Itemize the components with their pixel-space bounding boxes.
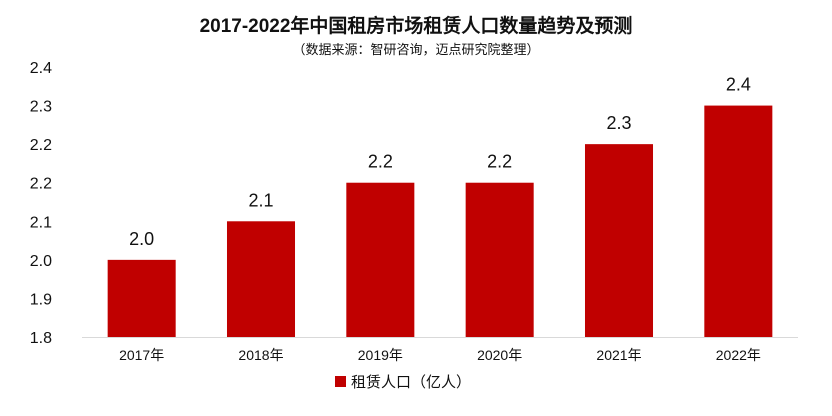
data-label: 2.2 [487, 152, 512, 172]
x-tick-label: 2018年 [238, 347, 283, 363]
y-tick-label: 1.9 [30, 291, 52, 308]
bars-group: 2.0 2.1 2.2 2.2 2.3 2.4 [107, 75, 773, 337]
bar [704, 105, 773, 337]
y-tick-label: 2.2 [30, 137, 52, 154]
x-tick-label: 2017年 [119, 347, 164, 363]
chart-subtitle: （数据来源：智研咨询，迈点研究院整理） [292, 42, 539, 57]
x-tick-label: 2019年 [358, 347, 403, 363]
y-tick-label: 2.2 [30, 176, 52, 193]
bar [226, 221, 296, 337]
y-tick-label: 2.4 [30, 60, 52, 77]
x-tick-label: 2021年 [596, 347, 641, 363]
bar [346, 182, 415, 337]
legend-swatch [335, 376, 346, 387]
y-tick-label: 2.0 [30, 253, 52, 270]
bar [584, 144, 654, 337]
y-tick-label: 1.8 [30, 330, 52, 347]
data-label: 2.0 [129, 229, 154, 249]
data-label: 2.3 [606, 113, 631, 133]
legend-label: 租赁人口（亿人） [351, 374, 471, 391]
x-tick-label: 2020年 [477, 347, 522, 363]
data-label: 2.4 [726, 75, 751, 95]
bar [465, 182, 534, 337]
y-tick-label: 2.1 [30, 214, 52, 231]
x-axis: 2017年 2018年 2019年 2020年 2021年 2022年 [119, 347, 761, 363]
bar [107, 259, 176, 337]
y-tick-label: 2.3 [30, 99, 52, 116]
legend: 租赁人口（亿人） [335, 374, 471, 391]
data-label: 2.2 [368, 152, 393, 172]
x-tick-label: 2022年 [716, 347, 761, 363]
chart-title: 2017-2022年中国租房市场租赁人口数量趋势及预测 [200, 14, 633, 37]
y-axis: 1.8 1.9 2.0 2.1 2.2 2.2 2.3 2.4 [30, 60, 52, 347]
data-label: 2.1 [248, 190, 273, 210]
